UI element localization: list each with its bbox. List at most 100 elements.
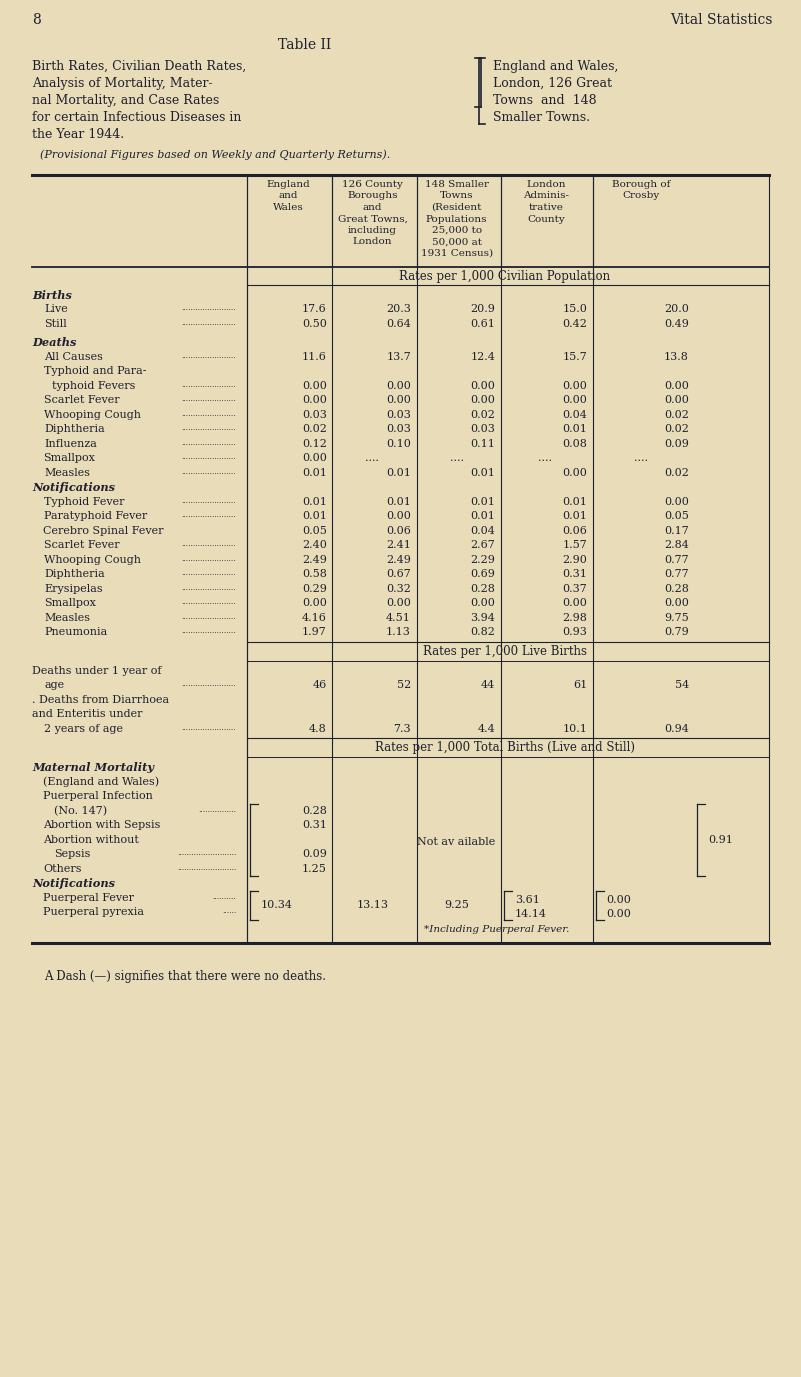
Text: 2.84: 2.84 <box>664 540 689 551</box>
Text: 3.61: 3.61 <box>514 895 540 905</box>
Text: 0.29: 0.29 <box>302 584 327 593</box>
Text: Rates per 1,000 Total Births (Live and Still): Rates per 1,000 Total Births (Live and S… <box>375 741 634 755</box>
Text: 50,000 at: 50,000 at <box>432 237 481 246</box>
Text: ................: ................ <box>199 806 236 814</box>
Text: 0.01: 0.01 <box>562 424 587 434</box>
Text: 0.00: 0.00 <box>302 380 327 391</box>
Text: 0.00: 0.00 <box>386 380 411 391</box>
Text: Others: Others <box>43 863 82 873</box>
Text: 0.01: 0.01 <box>386 497 411 507</box>
Text: Notifications: Notifications <box>32 879 115 890</box>
Text: 14.14: 14.14 <box>514 909 546 918</box>
Text: 0.69: 0.69 <box>470 569 495 580</box>
Text: 20.0: 20.0 <box>664 304 689 314</box>
Text: 0.00: 0.00 <box>606 909 632 918</box>
Text: 0.42: 0.42 <box>562 319 587 329</box>
Text: 0.01: 0.01 <box>562 511 587 521</box>
Text: ....: .... <box>449 453 464 463</box>
Text: 0.58: 0.58 <box>302 569 327 580</box>
Text: Diphtheria: Diphtheria <box>44 569 105 580</box>
Text: 2.90: 2.90 <box>562 555 587 565</box>
Text: 0.01: 0.01 <box>302 468 327 478</box>
Text: .......................: ....................... <box>182 627 236 635</box>
Text: 0.64: 0.64 <box>386 319 411 329</box>
Text: 0.94: 0.94 <box>664 724 689 734</box>
Text: 0.02: 0.02 <box>664 424 689 434</box>
Text: .......................: ....................... <box>182 319 236 326</box>
Text: 0.03: 0.03 <box>470 424 495 434</box>
Text: 0.02: 0.02 <box>664 468 689 478</box>
Text: .........................: ......................... <box>177 863 236 872</box>
Text: 20.3: 20.3 <box>386 304 411 314</box>
Text: Scarlet Fever: Scarlet Fever <box>44 540 119 551</box>
Text: 9.75: 9.75 <box>664 613 689 622</box>
Text: 2.49: 2.49 <box>302 555 327 565</box>
Text: 2.67: 2.67 <box>470 540 495 551</box>
Text: .......................: ....................... <box>182 598 236 606</box>
Text: 13.13: 13.13 <box>356 901 388 910</box>
Text: age: age <box>44 680 64 690</box>
Text: A Dash (—) signifies that there were no deaths.: A Dash (—) signifies that there were no … <box>44 969 326 983</box>
Text: .......................: ....................... <box>182 439 236 446</box>
Text: *Including Puerperal Fever.: *Including Puerperal Fever. <box>424 924 570 934</box>
Text: 0.00: 0.00 <box>302 395 327 405</box>
Text: 2.98: 2.98 <box>562 613 587 622</box>
Text: (No. 147): (No. 147) <box>54 806 107 817</box>
Text: 1.13: 1.13 <box>386 627 411 638</box>
Text: Towns: Towns <box>440 191 473 201</box>
Text: 0.00: 0.00 <box>386 511 411 521</box>
Text: 0.01: 0.01 <box>470 468 495 478</box>
Text: 0.00: 0.00 <box>470 380 495 391</box>
Text: .......................: ....................... <box>182 613 236 621</box>
Text: .......................: ....................... <box>182 724 236 731</box>
Text: 0.32: 0.32 <box>386 584 411 593</box>
Text: 0.00: 0.00 <box>562 598 587 609</box>
Text: 2 years of age: 2 years of age <box>44 724 123 734</box>
Text: 9.25: 9.25 <box>444 901 469 910</box>
Text: Deaths under 1 year of: Deaths under 1 year of <box>32 665 162 676</box>
Text: .......................: ....................... <box>182 497 236 504</box>
Text: Wales: Wales <box>273 202 304 212</box>
Text: and: and <box>279 191 298 201</box>
Text: 0.01: 0.01 <box>302 511 327 521</box>
Text: Erysipelas: Erysipelas <box>44 584 103 593</box>
Text: 8: 8 <box>32 12 41 28</box>
Text: Sepsis: Sepsis <box>54 850 91 859</box>
Text: typhoid Fevers: typhoid Fevers <box>52 380 135 391</box>
Text: Deaths: Deaths <box>32 337 76 348</box>
Text: Towns  and  148: Towns and 148 <box>493 94 596 107</box>
Text: ....: .... <box>634 453 648 463</box>
Text: Scarlet Fever: Scarlet Fever <box>44 395 119 405</box>
Text: Abortion without: Abortion without <box>43 834 139 844</box>
Text: and: and <box>363 202 382 212</box>
Text: 0.02: 0.02 <box>470 409 495 420</box>
Text: .......................: ....................... <box>182 304 236 313</box>
Text: 0.00: 0.00 <box>562 395 587 405</box>
Text: 0.28: 0.28 <box>470 584 495 593</box>
Text: Births: Births <box>32 291 72 302</box>
Text: 1.25: 1.25 <box>302 863 327 873</box>
Text: 1.97: 1.97 <box>302 627 327 638</box>
Text: 0.00: 0.00 <box>606 895 632 905</box>
Text: 0.01: 0.01 <box>470 511 495 521</box>
Text: 0.05: 0.05 <box>664 511 689 521</box>
Text: 25,000 to: 25,000 to <box>432 226 481 235</box>
Text: 148 Smaller: 148 Smaller <box>425 180 489 189</box>
Text: 2.41: 2.41 <box>386 540 411 551</box>
Text: .......................: ....................... <box>182 380 236 388</box>
Text: .......................: ....................... <box>182 351 236 359</box>
Text: Puerperal Infection: Puerperal Infection <box>43 792 153 801</box>
Text: 0.28: 0.28 <box>302 806 327 815</box>
Text: including: including <box>348 226 397 235</box>
Text: .......................: ....................... <box>182 395 236 403</box>
Text: 0.02: 0.02 <box>302 424 327 434</box>
Text: 54: 54 <box>674 680 689 690</box>
Text: Borough of: Borough of <box>612 180 670 189</box>
Text: Still: Still <box>44 319 66 329</box>
Text: .......................: ....................... <box>182 511 236 519</box>
Text: .......................: ....................... <box>182 555 236 563</box>
Text: 52: 52 <box>396 680 411 690</box>
Text: 0.00: 0.00 <box>470 395 495 405</box>
Text: Analysis of Mortality, Mater-: Analysis of Mortality, Mater- <box>32 77 212 90</box>
Text: 0.49: 0.49 <box>664 319 689 329</box>
